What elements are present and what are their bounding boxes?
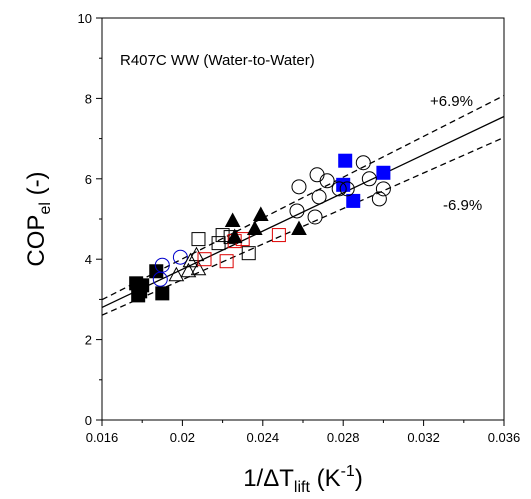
series-annotation: R407C WW (Water-to-Water) — [120, 52, 315, 69]
marker-circle-open — [172, 249, 188, 265]
marker-circle-open — [331, 181, 347, 197]
marker-triangle-open — [168, 266, 185, 282]
x-tick-label: 0.036 — [488, 430, 521, 445]
marker-circle-open — [309, 167, 325, 183]
x-axis-sub: lift — [294, 479, 311, 496]
x-tick-label: 0.016 — [86, 430, 119, 445]
upper-band-label: +6.9% — [430, 93, 473, 110]
x-tick-label: 0.032 — [407, 430, 440, 445]
marker-square-open — [271, 228, 286, 243]
x-axis-unit-close: ) — [355, 465, 363, 492]
data-points — [129, 153, 391, 303]
marker-square-open — [241, 246, 256, 261]
marker-circle-open — [289, 203, 305, 219]
x-tick-label: 0.028 — [327, 430, 360, 445]
marker-triangle-open — [190, 260, 207, 276]
marker-circle-open — [291, 179, 307, 195]
marker-square-open — [191, 232, 206, 247]
marker-square-filled — [135, 278, 150, 293]
y-tick-label: 0 — [85, 413, 92, 428]
marker-square-filled — [149, 264, 164, 279]
marker-circle-open — [154, 257, 170, 273]
y-tick-label: 10 — [78, 11, 92, 26]
x-axis-unit-sup: -1 — [341, 463, 355, 480]
marker-square-filled — [376, 165, 391, 180]
x-tick-label: 0.024 — [247, 430, 280, 445]
y-tick-label: 4 — [85, 252, 92, 267]
plot-frame — [101, 17, 505, 421]
lower-band-label: -6.9% — [443, 197, 482, 214]
y-axis-sub: el — [37, 202, 54, 214]
marker-circle-open — [319, 173, 335, 189]
x-axis-unit-open: (K — [310, 465, 341, 492]
x-tick-label: 0.02 — [170, 430, 195, 445]
marker-circle-open — [307, 209, 323, 225]
x-axis-main: 1/ΔT — [243, 465, 294, 492]
marker-square-filled — [336, 177, 351, 192]
lower-band-line — [101, 136, 505, 316]
marker-triangle-filled — [224, 212, 241, 228]
marker-triangle-open — [188, 246, 205, 262]
marker-triangle-open — [180, 262, 197, 278]
axis-ticks: 0.016 0.02 0.024 0.028 0.032 0.036 0 2 4 6 8 10 — [78, 11, 521, 445]
marker-triangle-filled — [226, 228, 243, 244]
marker-circle-open — [371, 191, 387, 207]
marker-square-open — [219, 254, 234, 269]
marker-triangle-filled — [252, 206, 269, 221]
y-axis-main: COP — [23, 215, 50, 267]
marker-circle-open — [361, 171, 377, 187]
y-tick-label: 6 — [85, 172, 92, 187]
fit-line — [101, 115, 505, 309]
marker-circle-open — [311, 189, 327, 205]
y-tick-label: 2 — [85, 333, 92, 348]
marker-square-filled — [155, 286, 170, 301]
marker-circle-open — [339, 181, 355, 197]
marker-triangle-filled — [291, 220, 307, 236]
y-axis-unit: (-) — [23, 171, 50, 202]
marker-square-filled — [346, 193, 361, 208]
y-tick-label: 8 — [85, 91, 92, 106]
marker-circle-open — [355, 155, 371, 171]
marker-square-filled — [338, 153, 353, 168]
marker-circle-open — [375, 181, 391, 197]
marker-square-open — [197, 252, 212, 267]
marker-triangle-filled — [246, 220, 263, 236]
x-axis-title: 1/ΔTlift (K-1) — [243, 463, 363, 496]
y-axis-title: COPel (-) — [23, 171, 54, 266]
